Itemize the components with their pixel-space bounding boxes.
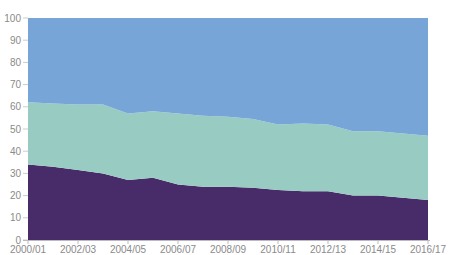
x-tick-label: 2008/09 xyxy=(210,244,247,255)
y-tick xyxy=(23,217,28,218)
y-tick-label: 30 xyxy=(10,168,22,179)
y-tick xyxy=(23,173,28,174)
areas xyxy=(28,18,428,240)
x-tick-label: 2010/11 xyxy=(260,244,296,255)
y-tick xyxy=(23,195,28,196)
x-axis: 2000/01 2002/03 2004/05 2006/07 2008/09 2010/… xyxy=(10,240,447,255)
y-tick xyxy=(23,40,28,41)
y-tick-label: 50 xyxy=(10,124,22,135)
y-axis: 0102030405060708090100 xyxy=(4,13,28,246)
y-tick xyxy=(23,84,28,85)
y-tick-label: 10 xyxy=(10,212,22,223)
x-tick-label: 2002/03 xyxy=(60,244,97,255)
x-tick-label: 2004/05 xyxy=(110,244,147,255)
y-tick-label: 70 xyxy=(10,79,22,90)
x-tick-label: 2016/17 xyxy=(410,244,447,255)
y-tick-label: 80 xyxy=(10,57,22,68)
x-tick-label: 2014/15 xyxy=(360,244,397,255)
area-series xyxy=(28,18,428,136)
x-tick-label: 2000/01 xyxy=(10,244,47,255)
y-tick-label: 100 xyxy=(4,13,21,24)
y-tick-label: 90 xyxy=(10,35,22,46)
y-tick xyxy=(23,62,28,63)
y-tick-label: 40 xyxy=(10,146,22,157)
y-tick xyxy=(23,18,28,19)
y-tick xyxy=(23,129,28,130)
y-tick-label: 60 xyxy=(10,101,22,112)
chart: 01020304050607080901002000/012002/032004… xyxy=(0,0,450,255)
x-axis-line xyxy=(23,240,430,241)
y-tick xyxy=(23,151,28,152)
y-tick-label: 20 xyxy=(10,190,22,201)
y-tick xyxy=(23,106,28,107)
x-tick-label: 2012/13 xyxy=(310,244,347,255)
x-tick-label: 2006/07 xyxy=(160,244,197,255)
